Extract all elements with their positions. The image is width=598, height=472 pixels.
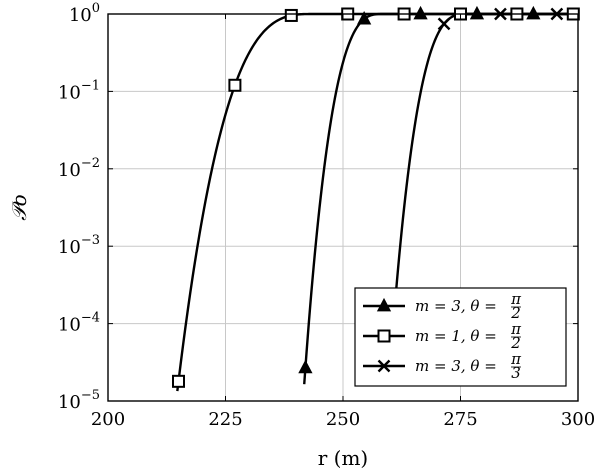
y-tick-label: 10−4 [58, 311, 100, 336]
legend-marker-triangle [376, 297, 392, 312]
legend-fraction-denominator: 2 [510, 304, 521, 322]
marker-triangle [526, 5, 541, 20]
legend-label: m = 3, θ = [415, 357, 497, 375]
x-tick-label: 300 [561, 409, 595, 430]
x-tick-label: 225 [208, 409, 242, 430]
marker-square [228, 78, 242, 92]
legend-fraction-denominator: 3 [511, 364, 521, 382]
x-tick-label: 200 [91, 409, 125, 430]
y-tick-label: 10−3 [58, 233, 100, 258]
legend-fraction-denominator: 2 [510, 334, 521, 352]
marker-triangle [469, 5, 485, 20]
legend-marker-x [377, 359, 391, 373]
legend-fraction-numerator: π [510, 320, 522, 338]
marker-x [437, 17, 451, 31]
legend-label: m = 1, θ = [415, 327, 497, 345]
marker-square [172, 374, 185, 388]
legend-marker-square [377, 329, 391, 343]
tick-labels: 200 225 250 275 300 100 10−1 10−2 10−3 10−4 10−5 [58, 1, 595, 430]
legend: m = 3, θ = π2m = 1, θ = π2m = 3, θ = π3 [354, 287, 567, 387]
marker-triangle [357, 10, 372, 25]
legend-fraction-numerator: π [510, 350, 522, 368]
y-tick-label: 10−2 [58, 156, 100, 181]
legend-label: m = 3, θ = [415, 297, 497, 315]
y-tick-label: 10−5 [58, 388, 100, 413]
x-marker-stroke [437, 17, 451, 31]
y-axis-label: 𝒫o [7, 194, 31, 220]
marker-triangle [298, 359, 313, 374]
y-tick-label: 100 [69, 1, 100, 26]
marker-triangle [413, 5, 428, 20]
legend-fraction-numerator: π [510, 290, 522, 308]
y-tick-label: 10−1 [58, 78, 100, 103]
x-tick-label: 250 [326, 409, 360, 430]
x-axis-label: r (m) [318, 446, 369, 470]
x-marker-stroke [377, 359, 391, 373]
marker-square [284, 8, 298, 22]
x-tick-label: 275 [443, 409, 477, 430]
